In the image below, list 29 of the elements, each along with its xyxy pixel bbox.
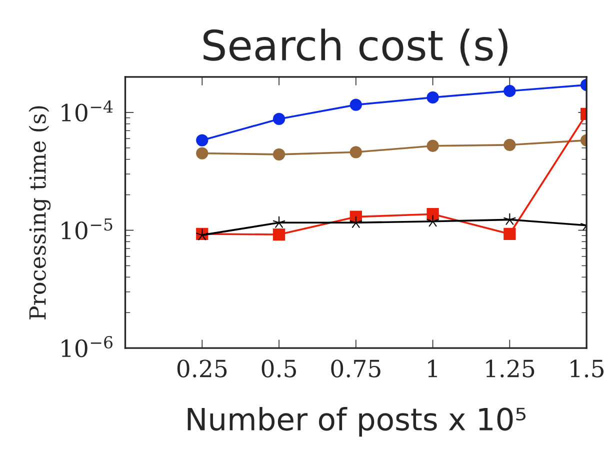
- point: [426, 91, 439, 104]
- point: [272, 148, 286, 161]
- point: [272, 216, 286, 228]
- point: [272, 112, 286, 126]
- x-tick-label: 1.5: [570, 360, 604, 378]
- x-tick-label: 0.75: [331, 360, 380, 378]
- point: [196, 134, 208, 146]
- point: [504, 138, 516, 151]
- point: [350, 146, 362, 158]
- point: [349, 216, 362, 228]
- x-tick-label: 1: [428, 360, 437, 378]
- point: [350, 98, 362, 111]
- point: [426, 214, 440, 227]
- y-tick-label: 10$^{−5}$: [62, 218, 112, 240]
- x-tick-label: 1.25: [486, 360, 534, 378]
- point: [196, 147, 208, 160]
- point: [426, 140, 439, 152]
- point: [272, 228, 286, 241]
- x-tick-label: 0.5: [262, 360, 296, 378]
- point: [504, 84, 516, 98]
- x-tick-label: 0.25: [177, 360, 227, 378]
- y-tick-label: 10$^{−4}$: [62, 100, 113, 122]
- point: [503, 212, 516, 226]
- y-tick-label: 10$^{−6}$: [62, 336, 112, 358]
- x-axis-title: Number of posts x 10⁵: [188, 407, 526, 437]
- y-axis-title: Processing time (s): [28, 106, 51, 320]
- point: [504, 228, 516, 240]
- point: [426, 208, 439, 220]
- chart-title: Search cost (s): [204, 28, 508, 66]
